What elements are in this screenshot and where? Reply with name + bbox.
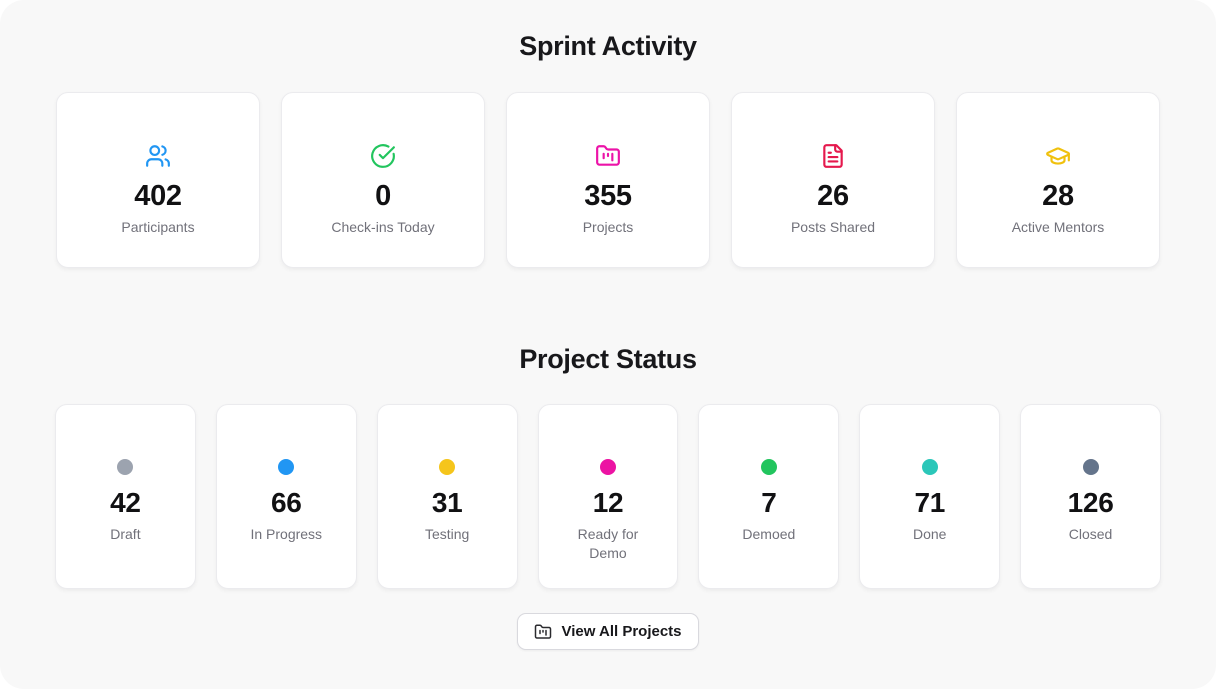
sprint-activity-title: Sprint Activity — [519, 31, 697, 61]
status-card-done: 71 Done — [859, 404, 1001, 589]
graduation-cap-icon — [1045, 143, 1071, 169]
project-status-title: Project Status — [519, 344, 697, 374]
stat-value: 0 — [375, 180, 391, 212]
status-label: Demoed — [742, 526, 796, 542]
stat-value: 28 — [1042, 180, 1074, 212]
status-label: Ready for Demo — [577, 526, 639, 561]
status-dot — [117, 459, 134, 475]
status-value: 126 — [1067, 487, 1114, 518]
stat-card-checkins: 0 Check-ins Today — [281, 92, 485, 268]
stat-value: 355 — [584, 180, 632, 212]
status-card-closed: 126 Closed — [1020, 404, 1161, 589]
check-circle-icon — [370, 143, 396, 169]
stat-value: 402 — [134, 180, 182, 212]
status-card-ready-for-demo: 12 Ready for Demo — [537, 404, 679, 589]
stat-label: Active Mentors — [1011, 219, 1105, 235]
view-all-projects-button[interactable]: View All Projects — [517, 613, 699, 650]
footer-row: View All Projects — [0, 613, 1216, 650]
stat-label: Participants — [121, 219, 195, 235]
status-dot — [921, 459, 938, 475]
stat-label: Projects — [582, 219, 634, 235]
status-value: 71 — [914, 487, 945, 518]
status-dot — [439, 459, 456, 475]
status-value: 12 — [592, 487, 624, 518]
status-label: Testing — [424, 526, 470, 542]
stat-value: 26 — [817, 180, 849, 212]
status-card-draft: 42 Draft — [55, 404, 196, 589]
status-value: 31 — [431, 487, 463, 518]
status-label: In Progress — [250, 526, 323, 542]
stat-card-projects: 355 Projects — [506, 92, 710, 268]
status-dot — [278, 459, 295, 475]
sprint-activity-grid: 402 Participants 0 Check-ins Today 355 P… — [56, 92, 1160, 268]
status-label: Done — [912, 526, 947, 542]
status-card-testing: 31 Testing — [376, 404, 518, 589]
project-status-grid: 42 Draft 66 In Progress 31 Testing 12 Re… — [55, 404, 1161, 589]
status-value: 7 — [761, 487, 777, 518]
status-dot — [1082, 459, 1099, 475]
folder-kanban-icon — [534, 623, 552, 641]
folder-kanban-icon — [595, 143, 621, 169]
stat-card-participants: 402 Participants — [56, 92, 260, 268]
stat-card-mentors: 28 Active Mentors — [956, 92, 1160, 268]
status-dot — [760, 459, 777, 475]
status-label: Closed — [1068, 526, 1113, 542]
view-all-projects-label: View All Projects — [561, 623, 682, 640]
users-icon — [145, 143, 171, 169]
file-text-icon — [820, 143, 846, 169]
status-dot — [599, 459, 616, 475]
status-value: 66 — [271, 487, 302, 518]
status-card-in-progress: 66 In Progress — [215, 404, 357, 589]
stat-card-posts: 26 Posts Shared — [731, 92, 935, 268]
stat-label: Check-ins Today — [331, 219, 435, 235]
stat-label: Posts Shared — [790, 219, 876, 235]
status-value: 42 — [110, 487, 141, 518]
status-label: Draft — [110, 526, 141, 542]
status-card-demoed: 7 Demoed — [698, 404, 840, 589]
